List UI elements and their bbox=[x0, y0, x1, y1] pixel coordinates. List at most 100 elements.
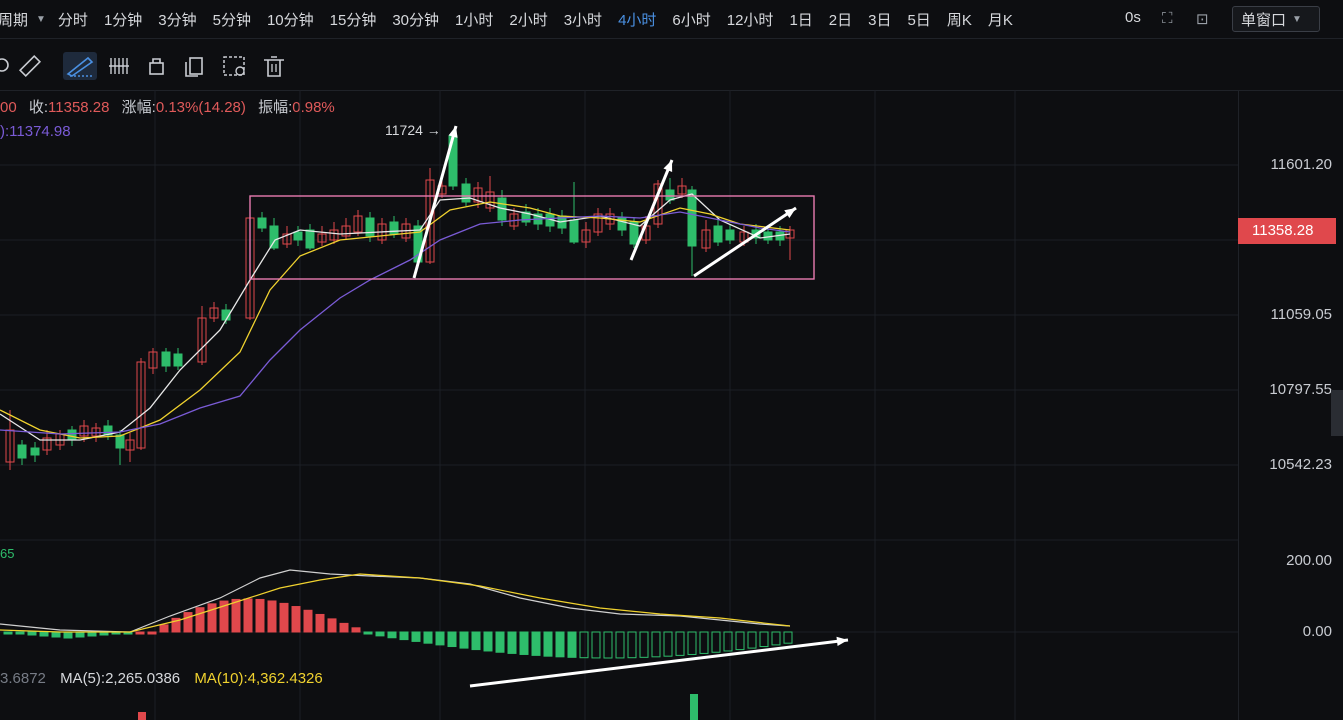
candle-body bbox=[115, 434, 125, 449]
macd-bar bbox=[315, 613, 325, 633]
macd-bar bbox=[159, 624, 169, 633]
fullscreen-icon[interactable]: ⛶ bbox=[1162, 10, 1173, 27]
candle-body bbox=[197, 317, 207, 363]
change-label: 涨幅: bbox=[121, 99, 156, 116]
period-tab[interactable]: 4小时 bbox=[618, 11, 657, 29]
drawing-toolbar bbox=[0, 38, 1343, 91]
period-tab[interactable]: 5分钟 bbox=[212, 11, 251, 29]
candle-body bbox=[257, 217, 267, 229]
trendline-icon[interactable] bbox=[66, 56, 94, 77]
scroll-handle[interactable] bbox=[1331, 390, 1343, 436]
copy-icon[interactable] bbox=[185, 57, 203, 77]
macd-bar bbox=[63, 631, 73, 639]
arrow-line bbox=[412, 125, 458, 279]
macd-label: 65 bbox=[0, 546, 15, 561]
chevron-down-icon[interactable]: ▼ bbox=[36, 13, 46, 25]
candle-body bbox=[617, 217, 627, 231]
candle-body bbox=[317, 233, 327, 243]
window-mode-select[interactable]: 单窗口 ▼ bbox=[1232, 6, 1320, 32]
current-price-tag: 11358.28 bbox=[1238, 218, 1336, 244]
period-tab[interactable]: 12小时 bbox=[726, 11, 774, 29]
period-tab[interactable]: 月K bbox=[987, 11, 1013, 29]
macd-bar bbox=[243, 598, 253, 633]
candle-body bbox=[282, 233, 292, 245]
candle-info: 00 收:11358.28 涨幅:0.13%(14.28) 振幅:0.98% bbox=[0, 96, 335, 117]
ruler-icon[interactable] bbox=[18, 54, 42, 78]
arrow-head bbox=[663, 160, 673, 172]
period-tab[interactable]: 1分钟 bbox=[103, 11, 143, 29]
settings-icon[interactable] bbox=[223, 56, 245, 76]
period-prefix: 周期 bbox=[0, 11, 29, 29]
macd-bar bbox=[327, 618, 337, 633]
macd-bar bbox=[267, 600, 277, 633]
candle-body bbox=[665, 189, 675, 201]
macd-bar bbox=[231, 598, 241, 633]
screenshot-icon[interactable]: ⊡ bbox=[1196, 11, 1209, 28]
candle-body bbox=[389, 221, 399, 235]
candle-body bbox=[725, 229, 735, 241]
peak-label: 11724 → bbox=[385, 122, 441, 138]
macd-bar bbox=[603, 631, 613, 659]
macd-bar bbox=[723, 631, 733, 652]
price-axis: 11601.20 11326.88 11059.05 10797.55 1054… bbox=[1238, 90, 1343, 720]
candle-body bbox=[161, 351, 171, 367]
candle-body bbox=[581, 229, 591, 243]
macd-bar bbox=[51, 631, 61, 638]
candle-body bbox=[209, 307, 219, 319]
period-tab[interactable]: 15分钟 bbox=[329, 11, 377, 29]
volume-bar bbox=[138, 712, 146, 720]
candle-body bbox=[5, 429, 15, 463]
window-mode-label: 单窗口 bbox=[1241, 11, 1287, 29]
macd-bar bbox=[423, 631, 433, 644]
macd-bar bbox=[675, 631, 685, 656]
macd-bar bbox=[615, 631, 625, 659]
kline-chart[interactable] bbox=[0, 90, 1238, 720]
macd-axis-tick: 200.00 bbox=[1286, 552, 1332, 569]
period-tab[interactable]: 3日 bbox=[868, 11, 892, 29]
fib-icon[interactable] bbox=[109, 58, 129, 74]
period-tab[interactable]: 2小时 bbox=[509, 11, 548, 29]
macd-bar bbox=[435, 631, 445, 646]
price-tick: 11059.05 bbox=[1270, 306, 1332, 323]
candle-body bbox=[341, 225, 351, 237]
magnet-icon[interactable] bbox=[0, 58, 9, 72]
candle-body bbox=[461, 183, 471, 203]
period-tab[interactable]: 周K bbox=[946, 11, 972, 29]
candle-body bbox=[353, 215, 363, 233]
macd-bar bbox=[219, 600, 229, 633]
macd-bar bbox=[567, 631, 577, 658]
period-tab[interactable]: 2日 bbox=[828, 11, 853, 29]
macd-bar bbox=[507, 631, 517, 654]
macd-bar bbox=[519, 631, 529, 655]
macd-bar bbox=[303, 609, 313, 633]
period-tab[interactable]: 1小时 bbox=[455, 11, 494, 29]
period-tab[interactable]: 6小时 bbox=[672, 11, 711, 29]
price-tick: 10542.23 bbox=[1269, 456, 1332, 473]
macd-bar bbox=[627, 631, 637, 659]
macd-bar bbox=[591, 631, 601, 659]
period-tab[interactable]: 3分钟 bbox=[158, 11, 197, 29]
volume-bar bbox=[690, 694, 698, 720]
dif-line bbox=[0, 569, 791, 633]
macd-bar bbox=[663, 631, 673, 657]
period-tab[interactable]: 分时 bbox=[57, 11, 88, 29]
macd-bar bbox=[711, 631, 721, 653]
trash-icon[interactable] bbox=[264, 56, 284, 77]
period-tab[interactable]: 5日 bbox=[907, 11, 931, 29]
macd-bar bbox=[171, 617, 181, 633]
macd-bar bbox=[543, 631, 553, 657]
period-tab[interactable]: 30分钟 bbox=[392, 11, 440, 29]
macd-bar bbox=[555, 631, 565, 658]
period-tab[interactable]: 10分钟 bbox=[266, 11, 314, 29]
lock-icon[interactable] bbox=[149, 58, 164, 75]
period-tab[interactable]: 3小时 bbox=[563, 11, 603, 29]
close-label: 收: bbox=[28, 99, 49, 116]
arrow-head bbox=[836, 636, 848, 646]
macd-bar bbox=[207, 603, 217, 633]
volume-ma10: MA(10):4,362.4326 bbox=[194, 670, 323, 687]
candle-body bbox=[473, 187, 483, 203]
candle-body bbox=[485, 191, 495, 209]
period-tab[interactable]: 1日 bbox=[789, 11, 813, 29]
candles bbox=[5, 130, 795, 470]
chevron-down-icon: ▼ bbox=[1292, 13, 1302, 25]
